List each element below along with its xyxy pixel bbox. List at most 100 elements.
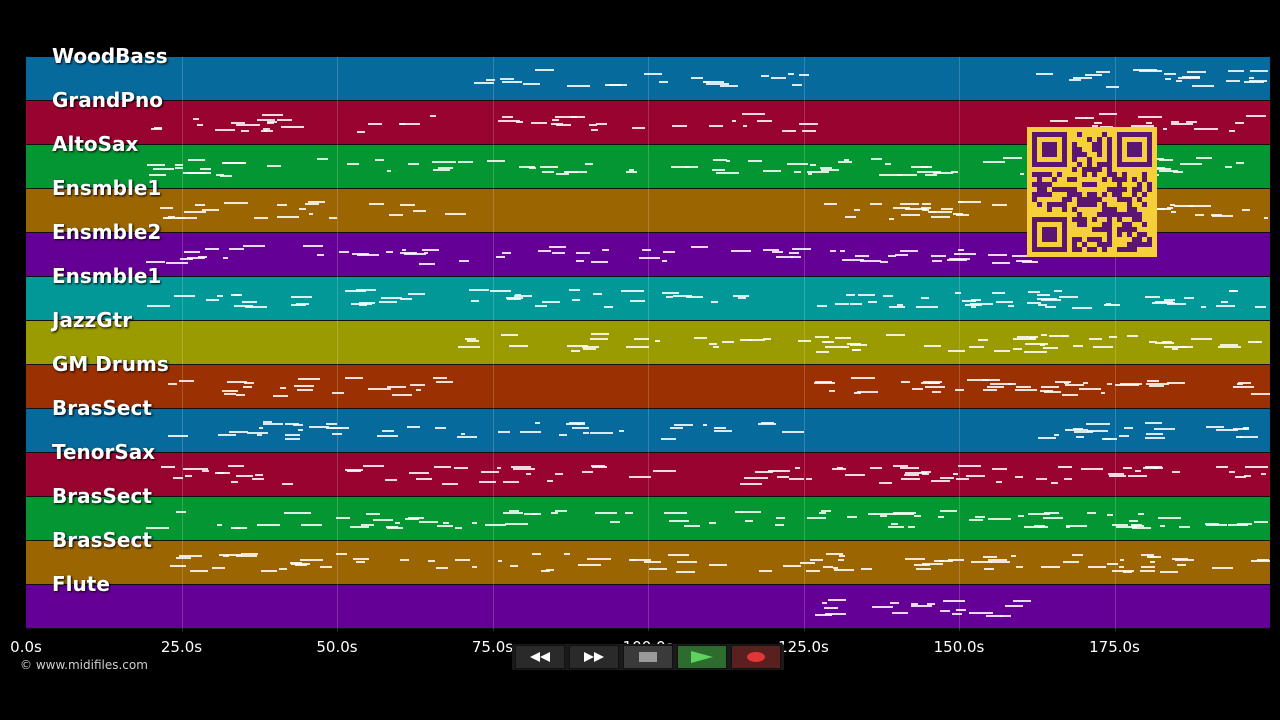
note (1059, 295, 1078, 298)
note (360, 523, 375, 526)
note (1234, 122, 1244, 125)
note (1195, 213, 1205, 216)
note (969, 611, 993, 614)
note (794, 466, 801, 469)
note (230, 122, 246, 125)
note (227, 465, 244, 468)
note (1086, 430, 1108, 433)
note (842, 259, 865, 262)
note (395, 521, 400, 524)
note (817, 304, 828, 307)
note (775, 523, 784, 526)
note (914, 564, 931, 567)
note (957, 201, 982, 204)
note (1079, 388, 1101, 391)
note (1036, 72, 1054, 75)
note (183, 251, 201, 254)
note (761, 75, 770, 78)
rewind-button[interactable] (515, 645, 565, 669)
time-tick-label: 25.0s (160, 638, 203, 656)
play-icon (691, 651, 713, 663)
note (1163, 128, 1168, 131)
note (406, 425, 421, 428)
note (499, 78, 515, 81)
note (438, 167, 454, 170)
note (211, 299, 219, 302)
note (267, 121, 274, 124)
note (258, 426, 264, 429)
note (809, 164, 816, 167)
note (1145, 433, 1164, 436)
note (1072, 306, 1093, 309)
note (1149, 385, 1165, 388)
note (648, 567, 668, 570)
note (1111, 569, 1135, 572)
note (419, 262, 435, 265)
rewind-icon (530, 652, 550, 662)
note (709, 343, 718, 346)
fast-forward-button[interactable] (569, 645, 619, 669)
note (480, 471, 500, 474)
note (1071, 554, 1083, 557)
note (712, 346, 720, 349)
note (537, 249, 551, 252)
note-cluster (26, 365, 1270, 408)
note (975, 515, 986, 518)
note (217, 295, 223, 298)
note (458, 259, 469, 262)
note (458, 346, 481, 349)
note (1159, 525, 1166, 528)
note (694, 336, 707, 339)
note (229, 431, 249, 434)
note (257, 118, 276, 121)
note (508, 510, 519, 513)
note (713, 158, 728, 161)
note (933, 560, 954, 563)
note (582, 432, 589, 435)
note (281, 482, 293, 485)
note (502, 251, 511, 254)
note (172, 476, 184, 479)
note (595, 123, 608, 126)
note (686, 295, 704, 298)
note (257, 434, 263, 437)
note (566, 423, 581, 426)
note (872, 606, 893, 609)
note (198, 255, 207, 258)
note (815, 381, 832, 384)
play-button[interactable] (677, 645, 727, 669)
note (276, 215, 300, 218)
note (338, 250, 350, 253)
track-label: BrasSect (52, 484, 152, 508)
note (888, 306, 905, 309)
copyright-text: © www.midifiles.com (20, 658, 148, 672)
track-lane (26, 453, 1270, 497)
stop-button[interactable] (623, 645, 673, 669)
note (964, 303, 982, 306)
note (552, 252, 565, 255)
note (711, 168, 726, 171)
note (1164, 77, 1172, 80)
note (955, 608, 966, 611)
note (1095, 71, 1110, 74)
note (921, 202, 931, 205)
record-button[interactable] (731, 645, 781, 669)
note (349, 526, 370, 529)
note (228, 248, 244, 251)
note (947, 350, 965, 353)
note (1099, 113, 1118, 116)
note (1002, 157, 1022, 160)
note (1057, 466, 1073, 469)
note (289, 562, 303, 565)
note (626, 170, 637, 173)
note (444, 212, 466, 215)
note (630, 300, 646, 303)
note (901, 213, 920, 216)
track-lane (26, 57, 1270, 101)
note-cluster (26, 57, 1270, 100)
note (1171, 211, 1176, 214)
note (555, 123, 572, 126)
note (983, 388, 998, 391)
note (353, 557, 369, 560)
note (285, 422, 299, 425)
